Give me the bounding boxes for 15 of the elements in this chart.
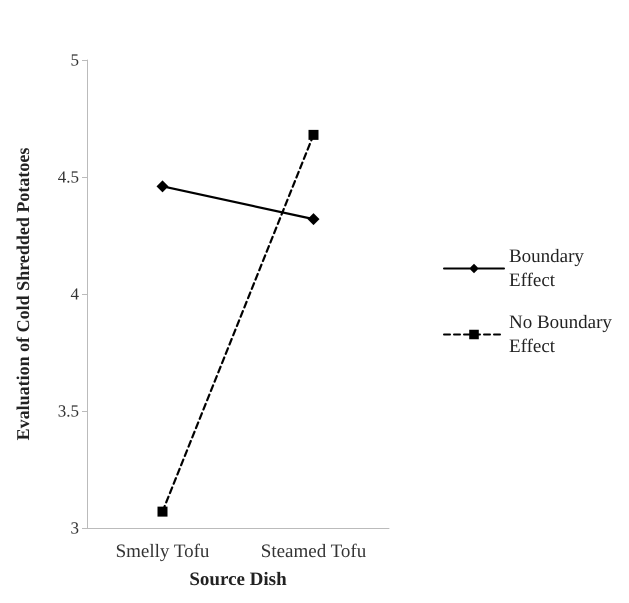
point bbox=[158, 506, 168, 517]
x-tick-label: Smelly Tofu bbox=[116, 541, 210, 562]
y-tick-label: 3 bbox=[70, 518, 79, 538]
legend-label: Boundary Effect bbox=[509, 246, 589, 291]
x-axis-title: Source Dish bbox=[189, 569, 288, 590]
point bbox=[308, 213, 320, 226]
y-tick-label: 4 bbox=[70, 284, 80, 304]
legend-label: No Boundary Effect bbox=[509, 312, 617, 357]
y-tick-label: 5 bbox=[70, 50, 79, 70]
y-axis-title: Evaluation of Cold Shredded Potatoes bbox=[13, 148, 33, 440]
x-tick-label: Steamed Tofu bbox=[260, 541, 367, 562]
point bbox=[308, 130, 318, 140]
point bbox=[156, 180, 168, 192]
y-tick-label: 4.5 bbox=[58, 168, 79, 186]
y-tick-label: 3.5 bbox=[58, 402, 79, 420]
